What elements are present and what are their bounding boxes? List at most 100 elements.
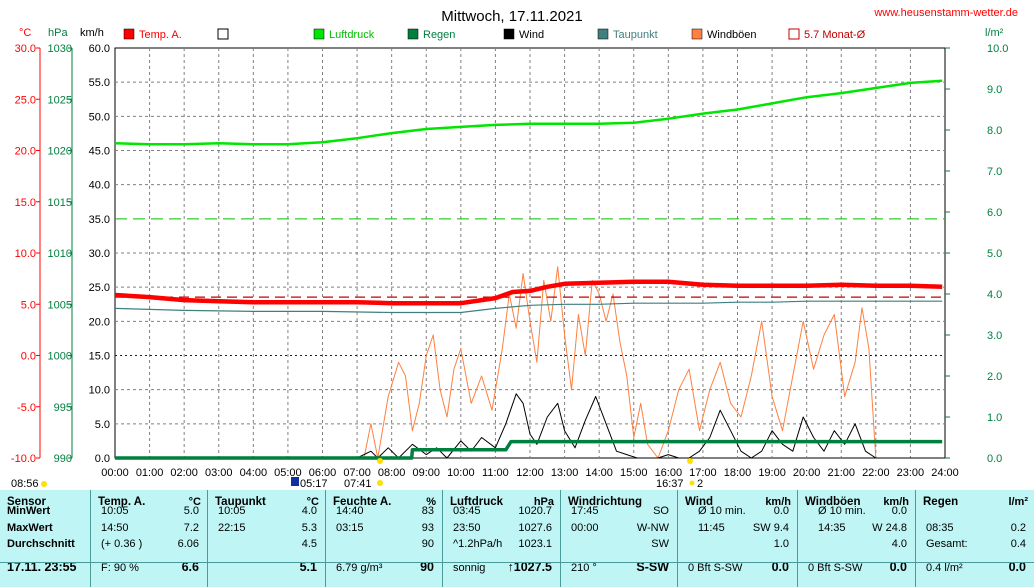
x-tick-label: 10:00 — [447, 467, 475, 479]
stats-current-value: 90 — [420, 560, 434, 574]
stats-current-value: 0.0 — [1008, 560, 1026, 574]
x-tick-label: 06:00 — [309, 467, 337, 479]
stats-time: 03:15 — [336, 522, 364, 534]
wind-unit-label: km/h — [80, 27, 104, 39]
temp-unit-label: °C — [19, 27, 31, 39]
x-tick-label: 12:00 — [516, 467, 544, 479]
stats-time: 17:45 — [571, 505, 599, 517]
stats-time: 14:50 — [101, 522, 129, 534]
legend-swatch — [313, 28, 325, 40]
stats-header-unit: l/m² — [1008, 496, 1028, 508]
chart-title: Mittwoch, 17.11.2021 — [441, 8, 582, 25]
x-tick-label: 21:00 — [827, 467, 855, 479]
website-link[interactable]: www.heusenstamm-wetter.de — [873, 7, 1018, 19]
wind-tick-label: 15.0 — [89, 351, 110, 363]
x-tick-label: 18:00 — [724, 467, 752, 479]
stats-header: Taupunkt — [215, 496, 266, 508]
x-tick-label: 02:00 — [170, 467, 198, 479]
wind-tick-label: 5.0 — [95, 419, 110, 431]
temp-tick-label: 30.0 — [15, 43, 36, 55]
stats-value: 0.0 — [891, 505, 907, 517]
legend-label: 5.7 Monat-Ø — [804, 29, 866, 41]
rain-tick-label: 7.0 — [987, 166, 1002, 178]
stats-value: 1023.1 — [518, 538, 552, 550]
temp-tick-label: 0.0 — [21, 351, 36, 363]
stats-column: Windrichtung 17:45 00:00 SO W-NW SW 210 ° S-SW — [560, 490, 677, 587]
stats-divider — [0, 562, 90, 563]
rain-tick-label: 4.0 — [987, 289, 1002, 301]
stats-column: Windböen km/h Ø 10 min. 14:35 0.0 W 24.8 4.0 0 … — [797, 490, 915, 587]
stats-current-value: 6.6 — [181, 560, 199, 574]
rain-tick-label: 0.0 — [987, 453, 1002, 465]
stats-value: 4.0 — [301, 505, 317, 517]
stats-value: 4.0 — [891, 538, 907, 550]
wind-tick-label: 50.0 — [89, 111, 110, 123]
chart-grid — [114, 47, 946, 459]
stats-divider — [798, 562, 915, 563]
rain-tick-label: 8.0 — [987, 125, 1002, 137]
stats-value: 93 — [421, 522, 434, 534]
legend-swatch — [597, 28, 609, 40]
series-line-wind — [115, 393, 943, 459]
stats-value: 83 — [421, 505, 434, 517]
x-tick-label: 03:00 — [205, 467, 233, 479]
stats-current-note: sonnig — [453, 562, 486, 574]
x-tick-label: 11:00 — [482, 467, 509, 479]
wind-tick-label: 20.0 — [89, 316, 110, 328]
stats-time: 14:40 — [336, 505, 364, 517]
stats-current-note: 210 ° — [571, 562, 597, 574]
temp-tick-label: 15.0 — [15, 197, 36, 209]
stats-current-note: F: 90 % — [101, 562, 139, 574]
stats-divider — [326, 562, 442, 563]
rain-tick-label: 6.0 — [987, 207, 1002, 219]
stats-current-value: 0.0 — [889, 560, 907, 574]
temp-tick-label: 10.0 — [15, 248, 36, 260]
press-tick-label: 1000 — [48, 351, 72, 363]
stats-column: Luftdruck hPa 03:45 23:50 ^1.2hPa/h 1020.7 102… — [442, 490, 560, 587]
sun-icon — [687, 458, 693, 464]
x-tick-label: 19:00 — [758, 467, 786, 479]
stats-value: 0.2 — [1010, 522, 1026, 534]
stats-current-note: 0.4 l/m² — [926, 562, 963, 574]
stats-time: Ø 10 min. — [818, 505, 866, 517]
x-tick-label: 15:00 — [620, 467, 648, 479]
event-time-label: 16:37 — [656, 478, 684, 490]
stats-value: 5.3 — [301, 522, 317, 534]
stats-current-value: ↑1027.5 — [507, 560, 552, 574]
stats-header: Temp. A. — [98, 496, 146, 508]
stats-divider — [916, 562, 1034, 563]
moon-icon — [291, 477, 299, 486]
legend-swatch — [503, 28, 515, 40]
stats-header-unit: °C — [188, 496, 201, 508]
stats-header: Feuchte A. — [333, 496, 392, 508]
wind-tick-label: 25.0 — [89, 282, 110, 294]
stats-value: W 24.8 — [872, 522, 907, 534]
sun-icon — [41, 481, 47, 487]
press-tick-label: 995 — [54, 402, 72, 414]
stats-current-value: S-SW — [636, 560, 669, 574]
x-tick-label: 23:00 — [897, 467, 925, 479]
stats-header: Regen — [923, 496, 959, 508]
stats-header-unit: km/h — [765, 496, 791, 508]
sun-time-label: 07:41 — [344, 478, 372, 490]
stats-header-unit: °C — [306, 496, 319, 508]
x-tick-label: 16:00 — [655, 467, 683, 479]
wind-tick-label: 0.0 — [95, 453, 110, 465]
rain-tick-label: 2.0 — [987, 371, 1002, 383]
stats-header-unit: % — [426, 496, 436, 508]
legend-label: Taupunkt — [613, 29, 658, 41]
time-markers: 08:56 05:17 07:41 16:37 2 — [11, 458, 703, 490]
stats-header: Windrichtung — [568, 496, 642, 508]
x-tick-label: 09:00 — [412, 467, 440, 479]
moon-phase-label: 2 — [697, 478, 703, 490]
statistics-table: Sensor MinWert MaxWert Durchschnitt 17.11. 2… — [0, 490, 1034, 587]
stats-time: ^1.2hPa/h — [453, 538, 503, 550]
stats-timestamp: 17.11. 23:55 — [7, 560, 77, 574]
press-tick-label: 1010 — [48, 248, 72, 260]
legend-label: Temp. A. — [139, 29, 182, 41]
wind-tick-label: 35.0 — [89, 214, 110, 226]
sunrise-prev-label: 08:56 — [11, 478, 39, 490]
legend-swatch — [691, 28, 703, 40]
series-line-temp-a- — [114, 279, 943, 306]
stats-value: 1020.7 — [518, 505, 552, 517]
